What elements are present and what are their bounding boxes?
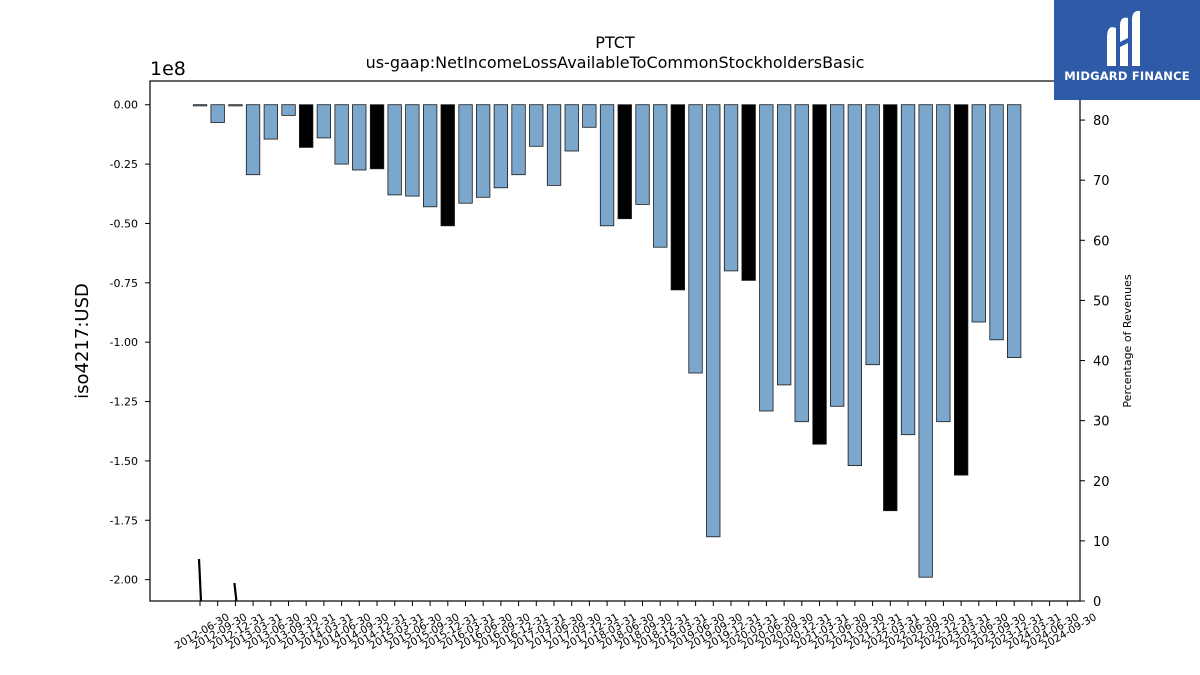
- y-tick-label: -2.00: [110, 574, 138, 587]
- y-right-tick-label: 20: [1093, 475, 1110, 490]
- logo-text: MIDGARD FINANCE: [1064, 69, 1190, 83]
- bar-2012-09-30: [210, 104, 225, 123]
- bar-2014-03-31: [316, 104, 332, 139]
- bar-2017-12-31: [582, 104, 597, 128]
- midgard-logo-icon: [1107, 10, 1140, 66]
- y-right-tick-label: 50: [1093, 294, 1110, 309]
- bar-2018-12-31: [653, 104, 668, 248]
- bar-2021-09-30: [847, 104, 862, 466]
- bar-2016-09-30: [493, 104, 509, 189]
- y-right-tick-label: 0: [1093, 595, 1101, 610]
- midgard-finance-logo: MIDGARD FINANCE: [1054, 0, 1200, 100]
- y-right-tick-label: 80: [1093, 114, 1110, 129]
- bar-2022-03-31: [883, 104, 898, 512]
- y-tick-label: -1.25: [110, 396, 138, 409]
- bar-2014-06-30: [334, 104, 349, 165]
- plot-frame: [149, 80, 1081, 602]
- bar-2015-06-30: [405, 104, 420, 197]
- bar-2016-03-31: [458, 104, 473, 204]
- y-right-tick-label: 10: [1093, 535, 1110, 550]
- bar-2016-06-30: [475, 104, 491, 198]
- y-right-tick-label: 30: [1093, 415, 1110, 430]
- bar-2012-12-31: [228, 104, 243, 107]
- bar-2018-03-31: [599, 104, 615, 227]
- bar-2014-09-30: [352, 104, 367, 171]
- bar-2019-03-31: [670, 104, 685, 291]
- bar-2019-06-30: [688, 104, 703, 374]
- bar-2017-09-30: [564, 104, 579, 152]
- bar-2021-06-30: [830, 104, 845, 407]
- bar-2014-12-31: [369, 104, 385, 170]
- bar-2018-09-30: [635, 104, 650, 205]
- y-tick-label: 0.00: [114, 99, 139, 112]
- bar-2020-03-31: [741, 104, 756, 281]
- bar-2020-06-30: [759, 104, 774, 412]
- percentage-mark-2012-06-30: [197, 558, 203, 602]
- bar-2023-06-30: [971, 104, 986, 323]
- bar-2019-09-30: [706, 104, 721, 538]
- y-offset-label: 1e8: [150, 58, 186, 80]
- y-tick-label: -1.00: [110, 336, 138, 349]
- bars-group: [192, 104, 1022, 578]
- bar-2016-12-31: [511, 104, 526, 176]
- y-axis-right-label: Percentage of Revenues: [1121, 274, 1134, 407]
- bar-2021-12-31: [865, 104, 880, 366]
- percentage-mark-2012-12-31: [233, 582, 238, 602]
- y-tick-label: -1.75: [110, 514, 138, 527]
- y-axis-left: 0.00 -0.25 -0.50 -0.75 -1.00 -1.25 -1.50 -1.75 -…: [110, 99, 150, 587]
- y-tick-label: -1.50: [110, 455, 138, 468]
- bar-2023-03-31: [954, 104, 969, 476]
- bar-2023-12-31: [1007, 104, 1022, 358]
- chart-title: PTCT: [595, 33, 635, 52]
- y-axis-right: 0 10 20 30 40 50 60 70 80: [1080, 114, 1110, 610]
- y-right-tick-label: 70: [1093, 174, 1110, 189]
- bar-2013-03-31: [245, 104, 261, 176]
- percentage-marks: [197, 558, 238, 602]
- bar-2020-09-30: [777, 104, 792, 386]
- bar-2021-03-31: [812, 104, 827, 445]
- bar-2012-06-30: [192, 104, 208, 107]
- bar-2017-03-31: [529, 104, 544, 147]
- y-tick-label: -0.75: [110, 277, 138, 290]
- bar-2015-12-31: [440, 104, 455, 227]
- bar-2023-09-30: [989, 104, 1004, 341]
- bar-2015-03-31: [387, 104, 402, 196]
- bar-2019-12-31: [723, 104, 739, 272]
- y-right-tick-label: 40: [1093, 355, 1110, 370]
- bar-2020-12-31: [794, 104, 809, 423]
- bar-2017-06-30: [546, 104, 562, 186]
- bar-2015-09-30: [422, 104, 438, 208]
- bar-2013-12-31: [298, 104, 314, 148]
- bar-2013-06-30: [263, 104, 279, 140]
- y-tick-label: -0.50: [110, 217, 138, 230]
- bar-2013-09-30: [281, 104, 296, 116]
- chart-subtitle: us-gaap:NetIncomeLossAvailableToCommonSt…: [366, 53, 865, 72]
- bar-2022-09-30: [918, 104, 933, 578]
- bar-2018-06-30: [617, 104, 632, 220]
- y-tick-label: -0.25: [110, 158, 138, 171]
- x-axis: 2012-06-302012-09-302012-12-312013-03-31…: [173, 601, 1099, 652]
- bar-2022-06-30: [900, 104, 916, 436]
- bar-2022-12-31: [936, 104, 951, 423]
- y-axis-label: iso4217:USD: [72, 283, 93, 399]
- y-right-tick-label: 60: [1093, 234, 1110, 249]
